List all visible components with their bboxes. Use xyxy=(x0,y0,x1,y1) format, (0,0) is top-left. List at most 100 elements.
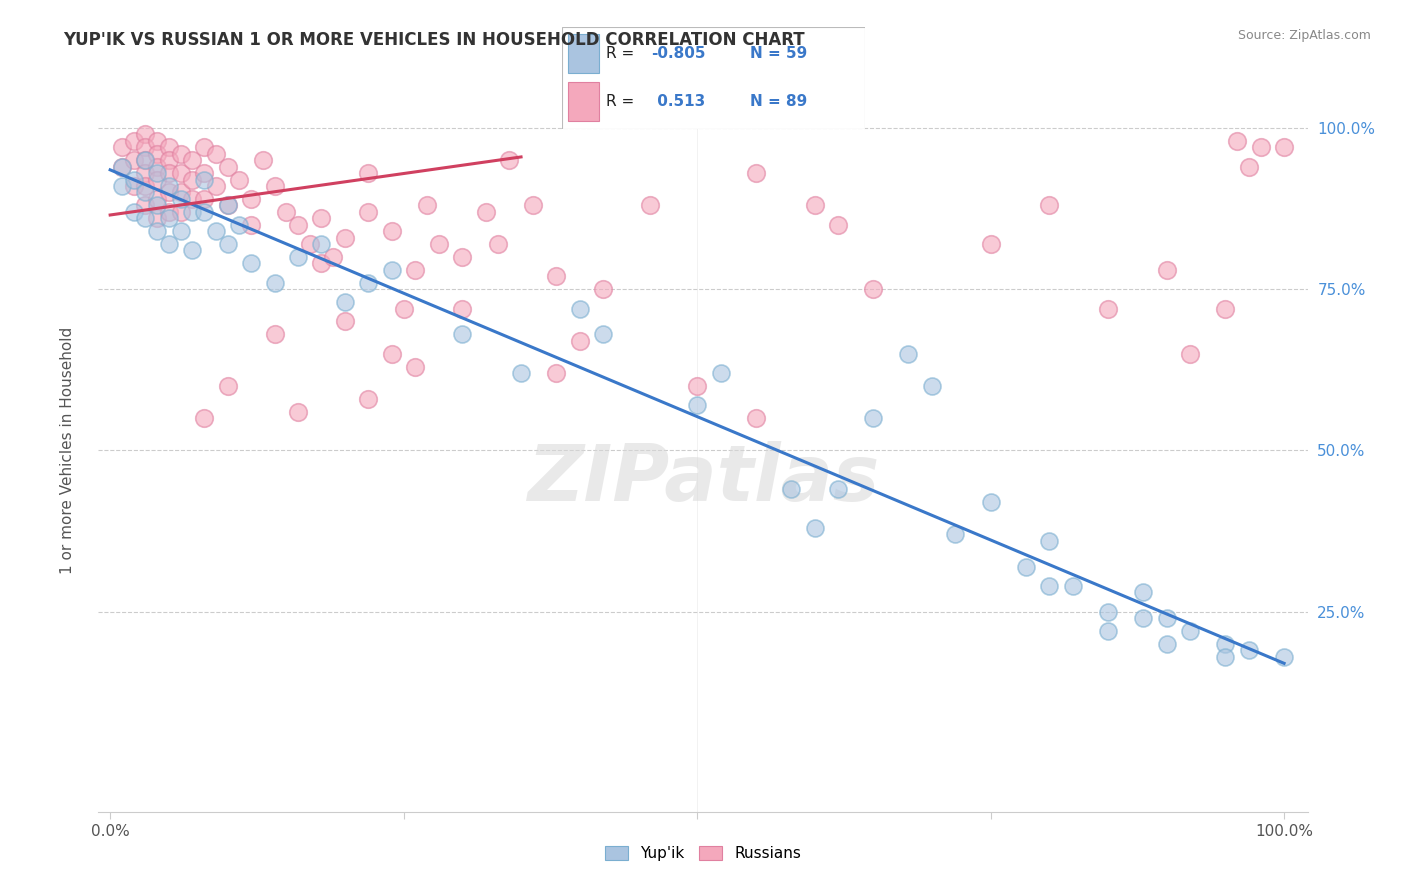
Point xyxy=(181,153,204,168)
Point xyxy=(1097,624,1119,639)
Text: ZIPatlas: ZIPatlas xyxy=(527,442,879,517)
Point xyxy=(475,204,498,219)
Point xyxy=(146,211,169,226)
Point xyxy=(980,495,1002,509)
Point xyxy=(204,178,226,193)
Point xyxy=(193,192,215,206)
Point xyxy=(416,198,439,212)
Point xyxy=(357,204,380,219)
Point xyxy=(357,276,380,290)
Point xyxy=(498,153,520,168)
Text: -0.805: -0.805 xyxy=(651,45,706,61)
Point xyxy=(1156,262,1178,277)
Point xyxy=(1180,347,1202,361)
Point xyxy=(146,224,169,238)
Point xyxy=(146,146,169,161)
Point xyxy=(240,192,263,206)
Point xyxy=(169,192,191,206)
Point xyxy=(1038,579,1060,593)
Point xyxy=(193,411,215,425)
Point xyxy=(157,140,180,154)
Point xyxy=(921,379,943,393)
Point xyxy=(1132,611,1154,625)
Point xyxy=(263,178,285,193)
Point xyxy=(276,204,298,219)
Point xyxy=(1156,611,1178,625)
Point xyxy=(146,134,169,148)
Point xyxy=(169,224,191,238)
Point xyxy=(204,146,226,161)
Point xyxy=(1237,643,1260,657)
Point xyxy=(803,521,825,535)
Point xyxy=(568,334,591,348)
Point xyxy=(1097,301,1119,316)
Point xyxy=(240,218,263,232)
Point xyxy=(1132,585,1154,599)
Point xyxy=(780,482,803,496)
Point xyxy=(311,211,333,226)
Point xyxy=(451,327,474,342)
Point xyxy=(157,186,180,200)
Text: N = 59: N = 59 xyxy=(749,45,807,61)
Point xyxy=(134,153,156,168)
Point xyxy=(287,405,309,419)
Point xyxy=(146,192,169,206)
Point xyxy=(287,250,309,264)
Point xyxy=(157,211,180,226)
Point xyxy=(134,211,156,226)
Point xyxy=(122,134,145,148)
Point xyxy=(427,237,450,252)
Point xyxy=(357,166,380,180)
Point xyxy=(122,178,145,193)
Point xyxy=(134,153,156,168)
Point xyxy=(122,172,145,186)
Point xyxy=(252,153,274,168)
Point xyxy=(546,269,568,284)
Point xyxy=(686,398,709,412)
Point xyxy=(745,411,768,425)
Point xyxy=(263,327,285,342)
Point xyxy=(333,295,356,310)
Point xyxy=(181,192,204,206)
Point xyxy=(1215,649,1237,664)
Point xyxy=(263,276,285,290)
Point xyxy=(157,237,180,252)
Bar xyxy=(568,82,599,121)
Point xyxy=(546,366,568,380)
Point xyxy=(592,327,614,342)
Point xyxy=(897,347,920,361)
Point xyxy=(510,366,533,380)
Point xyxy=(204,224,226,238)
Point xyxy=(181,172,204,186)
Point xyxy=(111,140,134,154)
Point xyxy=(146,172,169,186)
Point xyxy=(217,379,239,393)
Point xyxy=(1226,134,1249,148)
Point xyxy=(157,153,180,168)
Point xyxy=(827,218,849,232)
Text: Source: ZipAtlas.com: Source: ZipAtlas.com xyxy=(1237,29,1371,42)
Y-axis label: 1 or more Vehicles in Household: 1 or more Vehicles in Household xyxy=(60,326,75,574)
Point xyxy=(451,301,474,316)
Point xyxy=(111,160,134,174)
Point xyxy=(1272,649,1295,664)
Point xyxy=(404,359,426,374)
Point xyxy=(193,140,215,154)
Point xyxy=(945,527,967,541)
Point xyxy=(1038,533,1060,548)
Point xyxy=(1097,605,1119,619)
Text: N = 89: N = 89 xyxy=(749,95,807,109)
Point xyxy=(146,160,169,174)
Point xyxy=(134,128,156,142)
Point xyxy=(122,204,145,219)
Point xyxy=(193,166,215,180)
Point xyxy=(862,282,884,296)
Point xyxy=(298,237,321,252)
Point xyxy=(193,172,215,186)
Point xyxy=(592,282,614,296)
Point xyxy=(522,198,544,212)
Point xyxy=(333,230,356,244)
Point xyxy=(357,392,380,406)
Point xyxy=(1215,637,1237,651)
Point xyxy=(122,153,145,168)
